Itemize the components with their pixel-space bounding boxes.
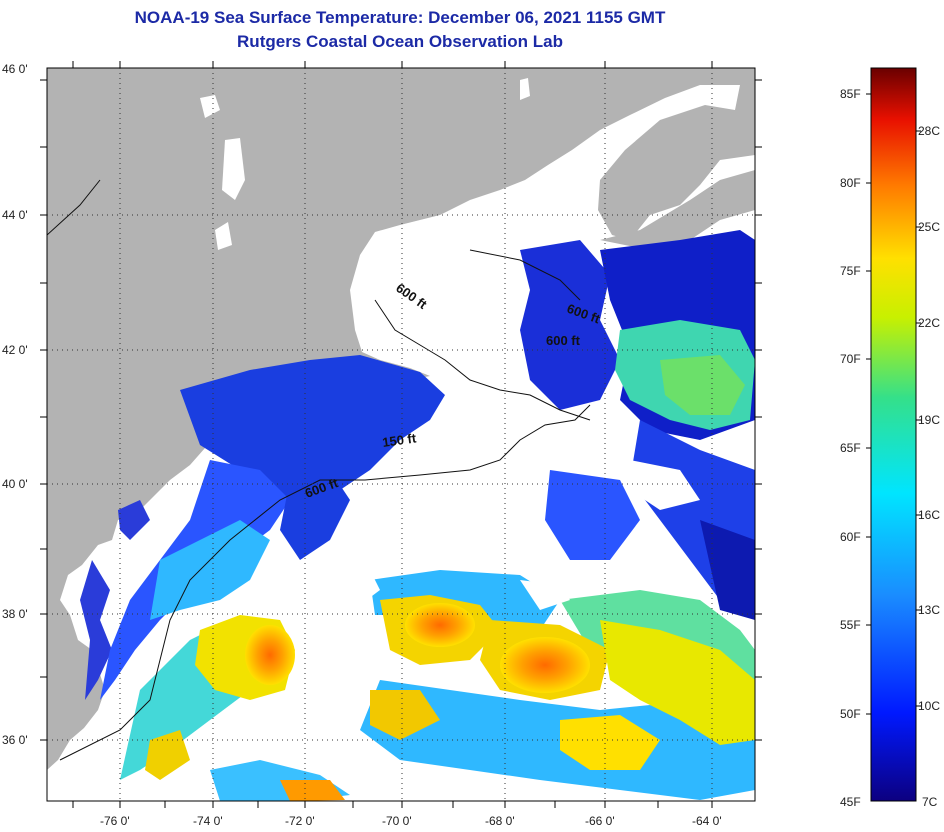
- colorbar-f-label: 60F: [840, 530, 861, 544]
- colorbar-c-label: 7C: [922, 795, 938, 809]
- contour-label: 600 ft: [546, 333, 581, 348]
- land-canada: [600, 170, 755, 250]
- lat-label: 36 0': [2, 733, 28, 747]
- lon-label: -72 0': [285, 814, 315, 828]
- colorbar: [870, 67, 917, 802]
- colorbar-f-label: 85F: [840, 87, 861, 101]
- colorbar-ticks: [866, 93, 921, 715]
- lon-label: -64 0': [692, 814, 722, 828]
- lat-label: 38 0': [2, 607, 28, 621]
- colorbar-c-label: 19C: [918, 413, 941, 427]
- colorbar-f-label: 50F: [840, 707, 861, 721]
- colorbar-c-label: 25C: [918, 220, 941, 234]
- colorbar-f-label: 55F: [840, 618, 861, 632]
- lon-label: -74 0': [193, 814, 223, 828]
- colorbar-f-label: 75F: [840, 264, 861, 278]
- colorbar-c-label: 10C: [918, 699, 941, 713]
- chesapeake-bay: [80, 560, 112, 700]
- lon-label: -68 0': [485, 814, 515, 828]
- colorbar-c-label: 13C: [918, 603, 941, 617]
- colorbar-f-label: 70F: [840, 352, 861, 366]
- colorbar-f-label: 80F: [840, 176, 861, 190]
- colorbar-c-label: 28C: [918, 124, 941, 138]
- lon-label: -76 0': [100, 814, 130, 828]
- map-subtitle: Rutgers Coastal Ocean Observation Lab: [237, 32, 563, 51]
- colorbar-f-label: 45F: [840, 795, 861, 809]
- colorbar-c-label: 16C: [918, 508, 941, 522]
- bathymetry-contours: [47, 179, 591, 761]
- contour-label: 150 ft: [381, 430, 417, 450]
- warm-water-regions: [145, 595, 755, 801]
- colorbar-c-label: 22C: [918, 316, 941, 330]
- map-frame: [46, 67, 756, 802]
- lat-label: 40 0': [2, 477, 28, 491]
- frame-ticks: [40, 61, 762, 808]
- map-title: NOAA-19 Sea Surface Temperature: Decembe…: [134, 8, 666, 27]
- lon-label: -66 0': [585, 814, 615, 828]
- lat-label: 42 0': [2, 343, 28, 357]
- colorbar-f-label: 65F: [840, 441, 861, 455]
- lon-label: -70 0': [382, 814, 412, 828]
- lat-label: 46 0': [2, 62, 28, 76]
- lat-label: 44 0': [2, 208, 28, 222]
- cloud-overlays: [200, 78, 700, 620]
- graticule: [47, 68, 755, 801]
